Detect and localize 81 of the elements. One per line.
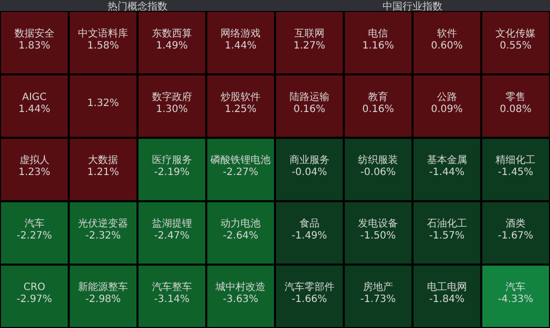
category-label: 虚拟人 (19, 154, 50, 166)
data-label: 0.09% (430, 104, 463, 115)
category-label: 纺织服装 (358, 154, 398, 166)
category-label: 磷酸铁锂电池 (210, 154, 271, 166)
data-label: -2.97% (16, 294, 52, 305)
category-label: 城中村改造 (214, 280, 266, 293)
category-label: 汽车 (506, 280, 526, 293)
data-label: 0.08% (500, 104, 532, 115)
category-label: 动力电池 (220, 218, 261, 230)
data-label: -1.45% (498, 167, 534, 178)
data-label: -3.63% (222, 294, 258, 305)
data-label: -1.44% (429, 167, 465, 178)
data-label: 1.16% (362, 40, 394, 52)
data-label: 0.16% (362, 104, 394, 115)
data-label: -1.84% (429, 294, 465, 305)
category-label: 教育 (368, 90, 388, 103)
data-label: -0.06% (360, 167, 396, 178)
data-label: 1.49% (156, 40, 188, 52)
data-label: -2.98% (85, 294, 121, 305)
category-label: 电信 (368, 27, 388, 40)
category-label: 精细化工 (496, 154, 536, 166)
category-label: 软件 (436, 27, 457, 40)
category-label: 汽车零部件 (284, 280, 334, 293)
data-label: 1.58% (87, 40, 120, 52)
category-label: 商业服务 (289, 154, 330, 166)
data-label: 1.25% (224, 104, 257, 115)
category-label: 大数据 (88, 154, 118, 166)
data-label: -2.32% (85, 230, 121, 242)
category-label: 光伏逆变器 (78, 218, 128, 230)
data-label: -4.33% (498, 294, 534, 305)
data-label: 0.16% (293, 104, 326, 115)
data-label: 0.60% (430, 40, 463, 52)
category-label: 数字政府 (152, 90, 192, 103)
category-label: 房地产 (363, 280, 394, 293)
category-label: 医疗服务 (152, 154, 192, 166)
category-label: 基本金属 (426, 154, 467, 166)
category-label: 炒股软件 (220, 90, 261, 103)
data-label: 1.27% (293, 40, 326, 52)
category-label: 汽车整车 (152, 280, 192, 293)
category-label: 发电设备 (358, 218, 398, 230)
category-label: 盐湖提锂 (152, 218, 192, 230)
data-label: -0.04% (292, 167, 328, 178)
data-label: -1.49% (292, 230, 328, 242)
category-label: 石油化工 (426, 218, 467, 230)
data-label: 1.30% (156, 104, 188, 115)
category-label: 汽车 (24, 218, 44, 230)
category-label: 酒类 (506, 218, 526, 230)
category-label: 食品 (299, 218, 320, 230)
category-label: 公路 (436, 90, 457, 103)
data-label: -1.66% (292, 294, 328, 305)
data-label: 1.21% (87, 167, 120, 178)
category-label: 互联网 (294, 27, 324, 40)
category-label: 陆路运输 (289, 90, 330, 103)
category-label: 东数西算 (152, 27, 192, 40)
data-label: -1.73% (360, 294, 396, 305)
data-label: -1.67% (498, 230, 534, 242)
category-label: 数据安全 (14, 27, 54, 40)
data-label: -2.64% (222, 230, 258, 242)
data-label: 1.32% (87, 98, 120, 109)
data-label: 1.44% (18, 104, 50, 115)
category-label: 新能源整车 (78, 280, 128, 293)
category-label: 网络游戏 (220, 27, 261, 40)
data-label: 0.55% (500, 40, 532, 52)
category-label: AIGC (22, 92, 47, 103)
data-label: 1.83% (18, 40, 50, 52)
data-label: -1.57% (429, 230, 465, 242)
data-label: -2.19% (154, 167, 190, 178)
data-label: -2.47% (154, 230, 190, 242)
category-label: 零售 (506, 90, 526, 103)
category-label: 电工电网 (426, 280, 467, 293)
data-label: 1.23% (18, 167, 50, 178)
data-label: 1.44% (224, 40, 257, 52)
category-label: CRO (23, 282, 46, 293)
category-label: 中文语料库 (78, 27, 128, 40)
data-label: -2.27% (16, 230, 52, 242)
data-label: -3.14% (154, 294, 190, 305)
data-label: -2.27% (222, 167, 258, 178)
data-label: -1.50% (360, 230, 396, 242)
text: 热门概念指数 (108, 0, 168, 12)
text: 中国行业指数 (382, 0, 442, 12)
category-label: 文化传媒 (496, 27, 536, 40)
